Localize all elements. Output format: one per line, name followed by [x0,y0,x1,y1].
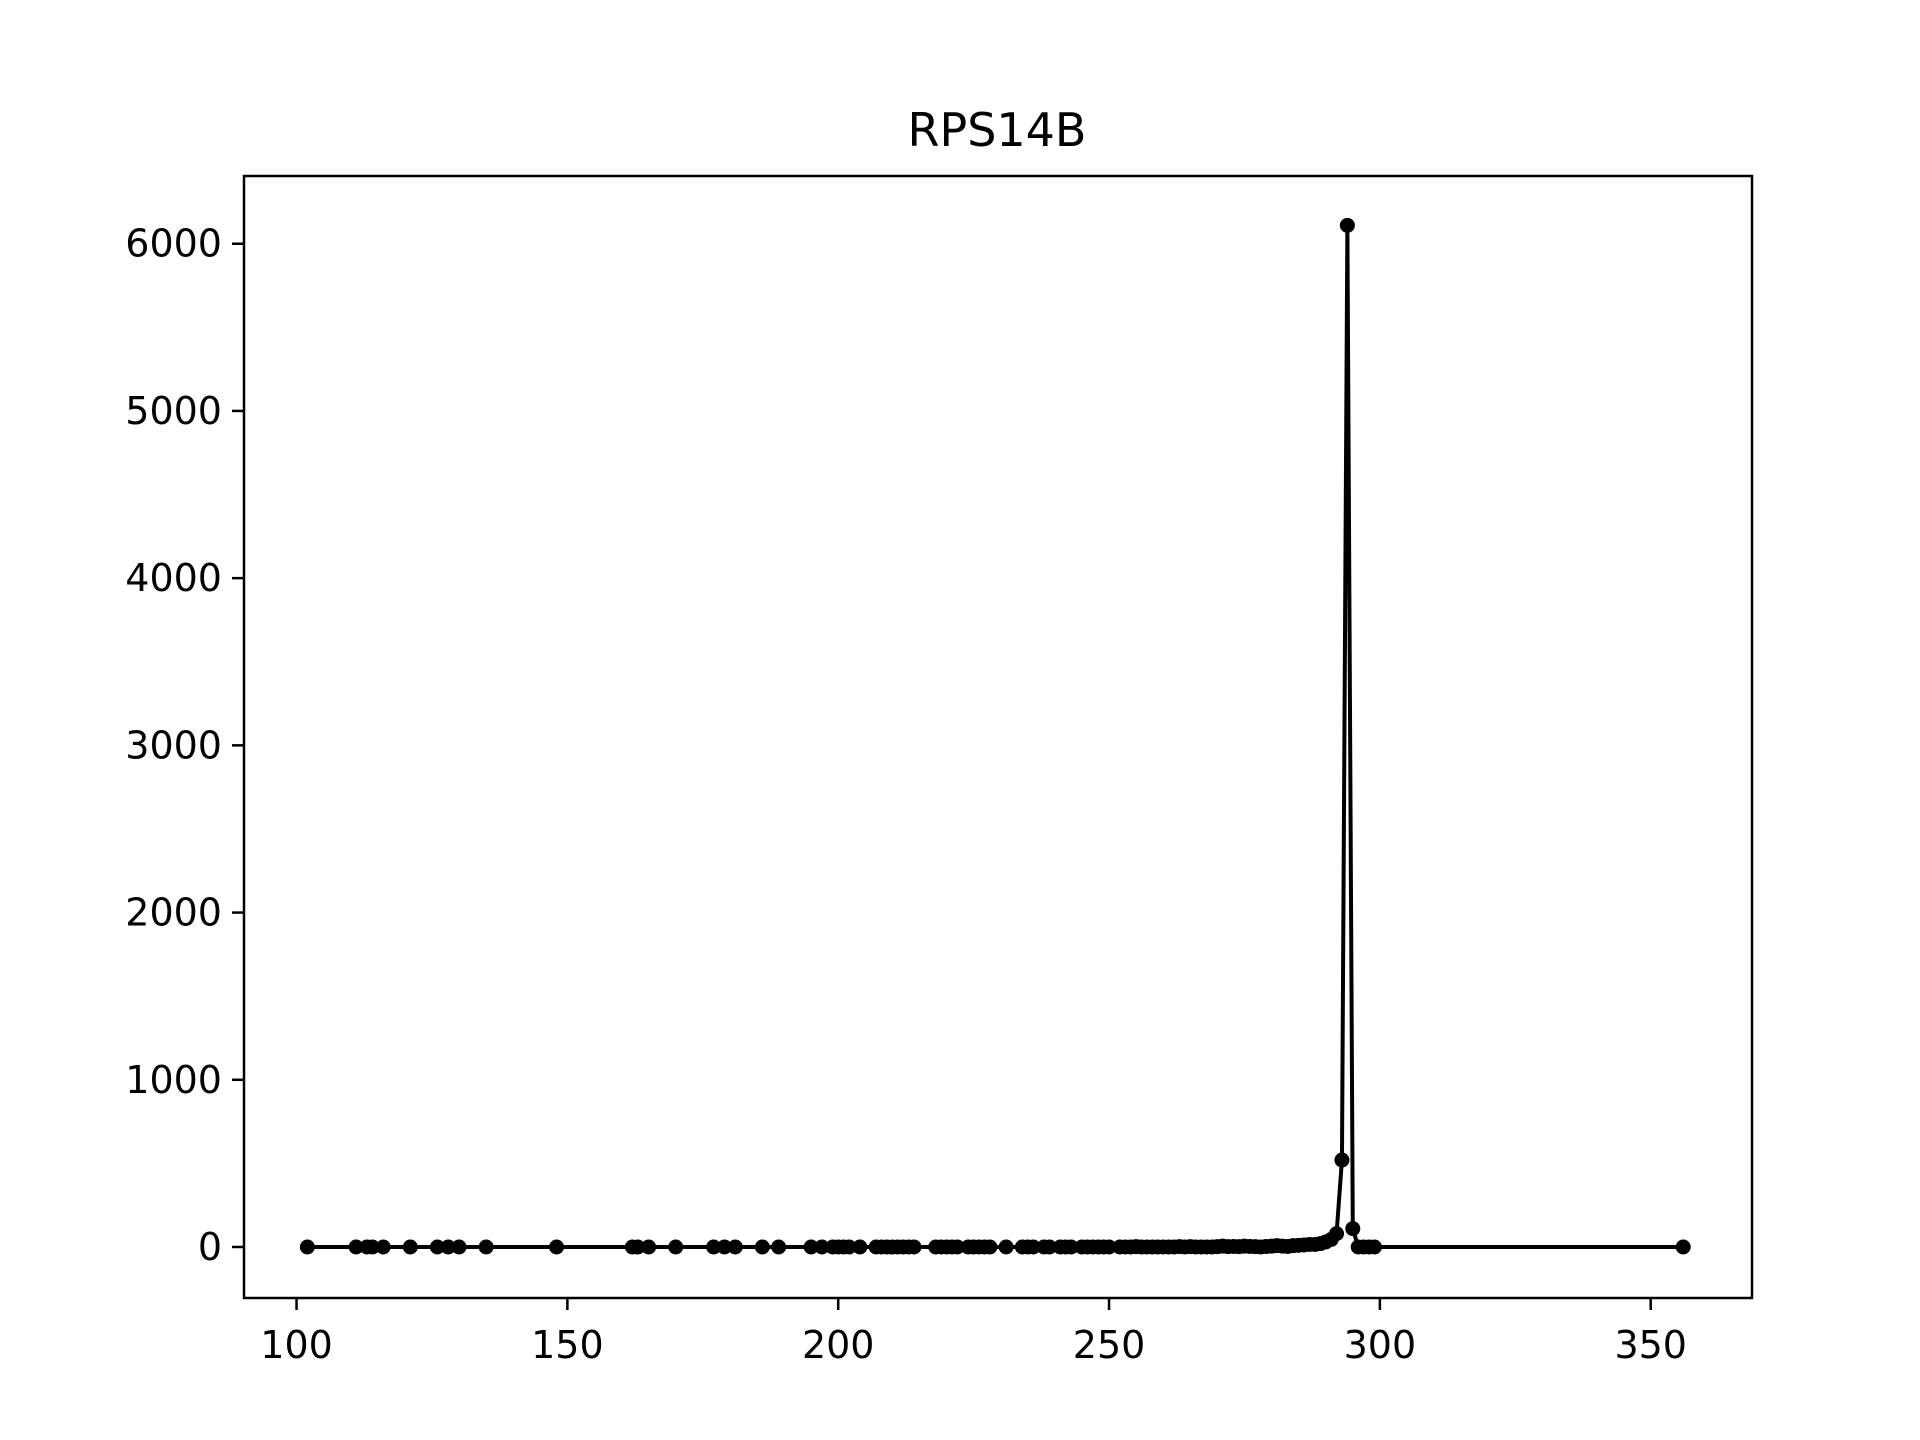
plot-area-frame [242,174,1754,1300]
data-point [1329,1226,1345,1242]
data-point [299,1239,315,1255]
data-point [754,1239,770,1255]
data-point [841,1239,857,1255]
data-point [451,1239,467,1255]
series-group [299,217,1691,1255]
data-point [630,1239,646,1255]
data-point [727,1239,743,1255]
chart-title: RPS14B [908,103,1087,157]
x-tick-label: 350 [1614,1323,1687,1367]
axis-ticks: 100 150 200 250 300 350 0 1000 2000 3000 4000 5000 6… [125,222,1687,1367]
data-point [998,1239,1014,1255]
data-point [706,1239,722,1255]
data-point [429,1239,445,1255]
data-point [716,1239,732,1255]
x-tick-label: 250 [1073,1323,1146,1367]
x-tick-label: 100 [260,1323,333,1367]
data-point [549,1239,565,1255]
data-point [375,1239,391,1255]
data-point [949,1239,965,1255]
data-point [668,1239,684,1255]
data-point [440,1239,456,1255]
data-point [982,1239,998,1255]
y-tick-label: 0 [198,1225,222,1269]
y-tick-label: 2000 [125,891,222,935]
data-point [1675,1239,1691,1255]
data-point [1025,1239,1041,1255]
y-tick-label: 5000 [125,389,222,433]
data-point [771,1239,787,1255]
data-point [1345,1221,1361,1237]
data-point [1041,1239,1057,1255]
data-point [852,1239,868,1255]
data-point [1334,1152,1350,1168]
data-point [803,1239,819,1255]
y-tick-label: 4000 [125,556,222,600]
data-point [364,1239,380,1255]
data-point [1101,1239,1117,1255]
data-point [1063,1239,1079,1255]
data-point [1366,1239,1382,1255]
data-point [1339,217,1355,233]
data-point [814,1239,830,1255]
y-tick-label: 3000 [125,723,222,767]
data-point [402,1239,418,1255]
x-tick-label: 200 [802,1323,875,1367]
x-tick-label: 300 [1344,1323,1417,1367]
y-tick-label: 6000 [125,222,222,266]
data-point [348,1239,364,1255]
x-tick-label: 150 [531,1323,604,1367]
data-point [906,1239,922,1255]
data-point [641,1239,657,1255]
y-tick-label: 1000 [125,1058,222,1102]
data-point [478,1239,494,1255]
